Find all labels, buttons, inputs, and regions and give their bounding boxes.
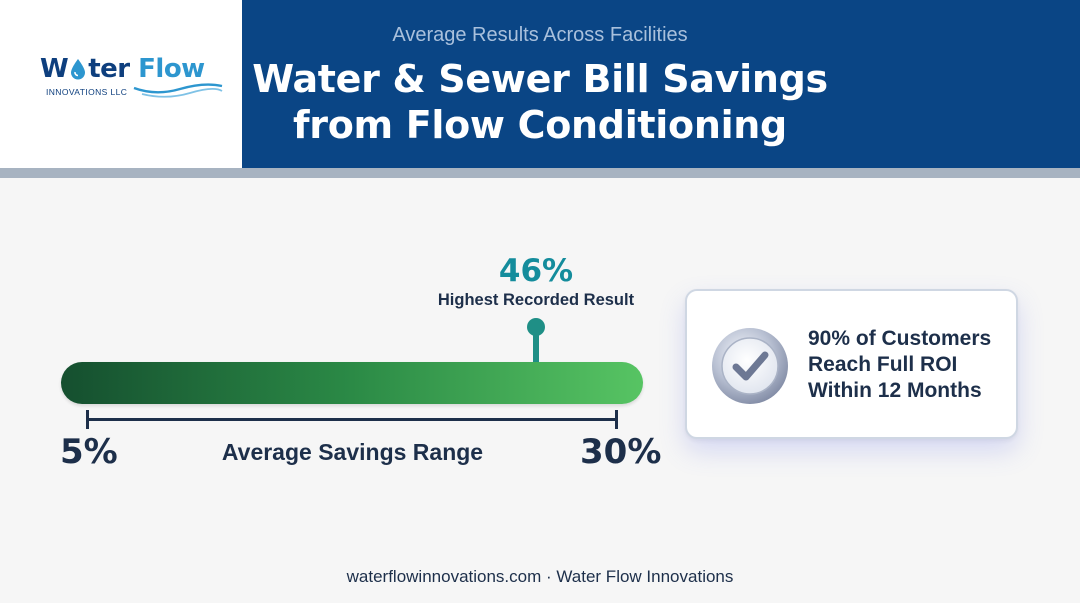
page-title-line2: from Flow Conditioning [293,103,787,147]
footer-credit: waterflowinnovations.com · Water Flow In… [346,567,734,586]
logo-word-ter: ter [88,54,130,84]
roi-card: 90% of Customers Reach Full ROI Within 1… [685,289,1018,439]
header-divider [0,168,1080,178]
roi-message: 90% of Customers Reach Full ROI Within 1… [808,326,1013,404]
logo-word-w: W [40,54,69,84]
savings-gradient-bar [61,362,643,404]
wave-lines-icon [133,83,223,98]
highest-result-label: Highest Recorded Result [437,291,635,309]
logo-subtitle: INNOVATIONS LLC [46,87,128,97]
range-min-label: 5% [60,432,118,472]
roi-line2: Reach Full ROI [808,353,958,376]
page-title-line1: Water & Sewer Bill Savings [252,57,828,101]
roi-line1: 90% of Customers [808,327,992,350]
logo-word-flow: Flow [138,54,205,84]
header-subtitle: Average Results Across Facilities [392,24,688,46]
range-caption: Average Savings Range [221,439,484,465]
highest-result-value: 46% [498,253,574,289]
water-drop-icon [69,57,87,80]
range-max-label: 30% [580,432,662,472]
page-title: Water & Sewer Bill Savings from Flow Con… [242,56,838,148]
highest-result-marker-dot [527,318,545,336]
range-tick-max [615,410,618,429]
highest-result-marker-stem [533,334,539,364]
roi-line3: Within 12 Months [808,379,982,402]
checkmark-badge-icon [712,328,788,404]
range-bracket-line [87,418,618,421]
